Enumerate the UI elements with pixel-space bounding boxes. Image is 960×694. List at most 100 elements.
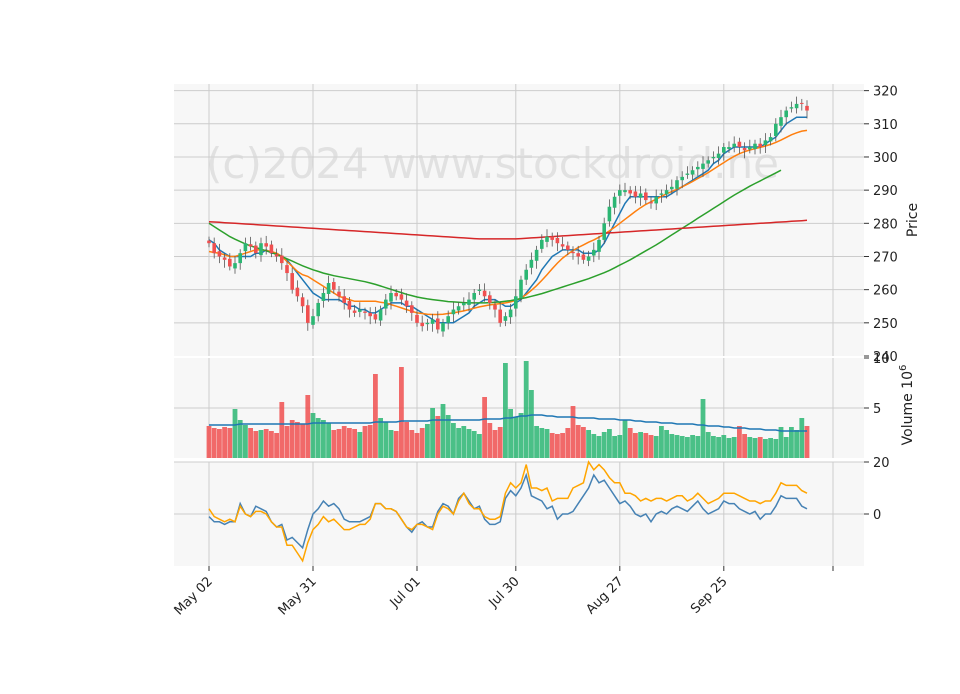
volume-bar	[206, 426, 212, 458]
volume-bar	[258, 430, 264, 458]
volume-bar	[243, 425, 248, 458]
volume-bar	[227, 428, 233, 458]
candle-body	[758, 143, 762, 148]
volume-bar	[456, 428, 461, 458]
volume-bar	[721, 435, 727, 458]
candle-body	[748, 147, 752, 150]
candle-body	[290, 273, 294, 290]
price-y-tick-label: 310	[873, 118, 898, 133]
volume-bar	[497, 427, 503, 458]
volume-bar	[763, 439, 768, 458]
candle-body	[763, 140, 768, 146]
x-tick-label: Jul 30	[486, 574, 523, 611]
volume-bar	[217, 429, 222, 458]
volume-bar	[430, 408, 435, 458]
volume-bar	[471, 431, 477, 458]
candle-body	[716, 153, 721, 158]
candle-body	[753, 143, 757, 150]
candle-body	[576, 253, 580, 257]
oscillator-lines	[208, 460, 808, 563]
volume-bar	[690, 435, 695, 458]
candle-body	[680, 176, 684, 181]
volume-bar	[591, 434, 597, 458]
candle-body	[352, 310, 357, 313]
candle-body	[399, 294, 404, 300]
candle-body	[503, 316, 508, 321]
candle-body	[586, 256, 591, 261]
volume-bar	[232, 409, 238, 458]
volume-bar	[503, 363, 508, 458]
volume-bar	[664, 430, 669, 458]
volume-bar	[451, 423, 456, 458]
candle-body	[774, 123, 778, 137]
candle-body	[238, 253, 242, 264]
candle-body	[378, 309, 383, 321]
candle-body	[623, 190, 627, 193]
candle-body	[545, 236, 549, 242]
candle-body	[425, 322, 430, 325]
candle-body	[410, 305, 414, 313]
candle-body	[638, 193, 643, 198]
candle-body	[248, 244, 253, 247]
volume-bar	[487, 423, 493, 458]
moving-average-line	[208, 129, 808, 316]
volume-bar	[789, 427, 794, 458]
volume-bar	[523, 361, 529, 458]
volume-bar	[352, 429, 357, 458]
volume-bar	[643, 433, 649, 458]
volume-bar	[295, 422, 300, 458]
volume-bar	[575, 425, 581, 458]
candle-body	[519, 279, 523, 299]
volume-bar	[357, 432, 363, 458]
volume-bar	[347, 428, 352, 458]
candle-body	[649, 202, 653, 204]
volume-bar	[601, 432, 607, 458]
candle-body	[373, 314, 378, 320]
volume-bar	[648, 435, 654, 458]
candle-body	[264, 243, 268, 247]
volume-bar	[783, 437, 789, 458]
candle-body	[493, 304, 497, 310]
x-tick-label: May 02	[172, 574, 216, 618]
volume-bar	[659, 426, 664, 458]
candle-body	[685, 173, 690, 175]
candle-body	[581, 254, 586, 260]
volume-average-line	[209, 414, 807, 432]
price-y-tick-label: 290	[873, 184, 898, 199]
candle-body	[592, 249, 596, 256]
candle-body	[670, 186, 674, 190]
volume-bar	[607, 429, 612, 458]
candle-body	[597, 239, 601, 252]
volume-bar	[378, 418, 383, 458]
candle-body	[644, 192, 648, 201]
candle-body	[420, 322, 424, 327]
candle-body	[456, 306, 461, 311]
candle-body	[316, 302, 320, 317]
volume-bar	[757, 437, 763, 458]
candle-body	[508, 309, 513, 318]
volume-bar	[383, 422, 389, 458]
candle-body	[285, 265, 289, 274]
candle-body	[534, 249, 539, 261]
volume-bar	[331, 430, 337, 458]
candle-body	[347, 300, 352, 310]
price-y-tick-label: 300	[873, 151, 898, 166]
candle-body	[555, 237, 560, 244]
volume-bar	[492, 430, 498, 458]
volume-axis-label-text: Volume 10	[900, 371, 916, 445]
volume-bar	[279, 402, 285, 458]
volume-bar	[534, 426, 539, 458]
volume-bar	[305, 395, 311, 458]
candle-body	[430, 319, 435, 324]
volume-bar	[794, 430, 799, 458]
volume-bar	[300, 424, 305, 458]
volume-bar	[513, 417, 519, 458]
candle-body	[659, 193, 664, 195]
volume-bar	[669, 434, 675, 458]
oscillator-y-tick-label: 0	[873, 508, 881, 523]
candle-body	[633, 191, 638, 197]
oscillator-line	[208, 472, 808, 550]
price-panel	[174, 84, 864, 356]
